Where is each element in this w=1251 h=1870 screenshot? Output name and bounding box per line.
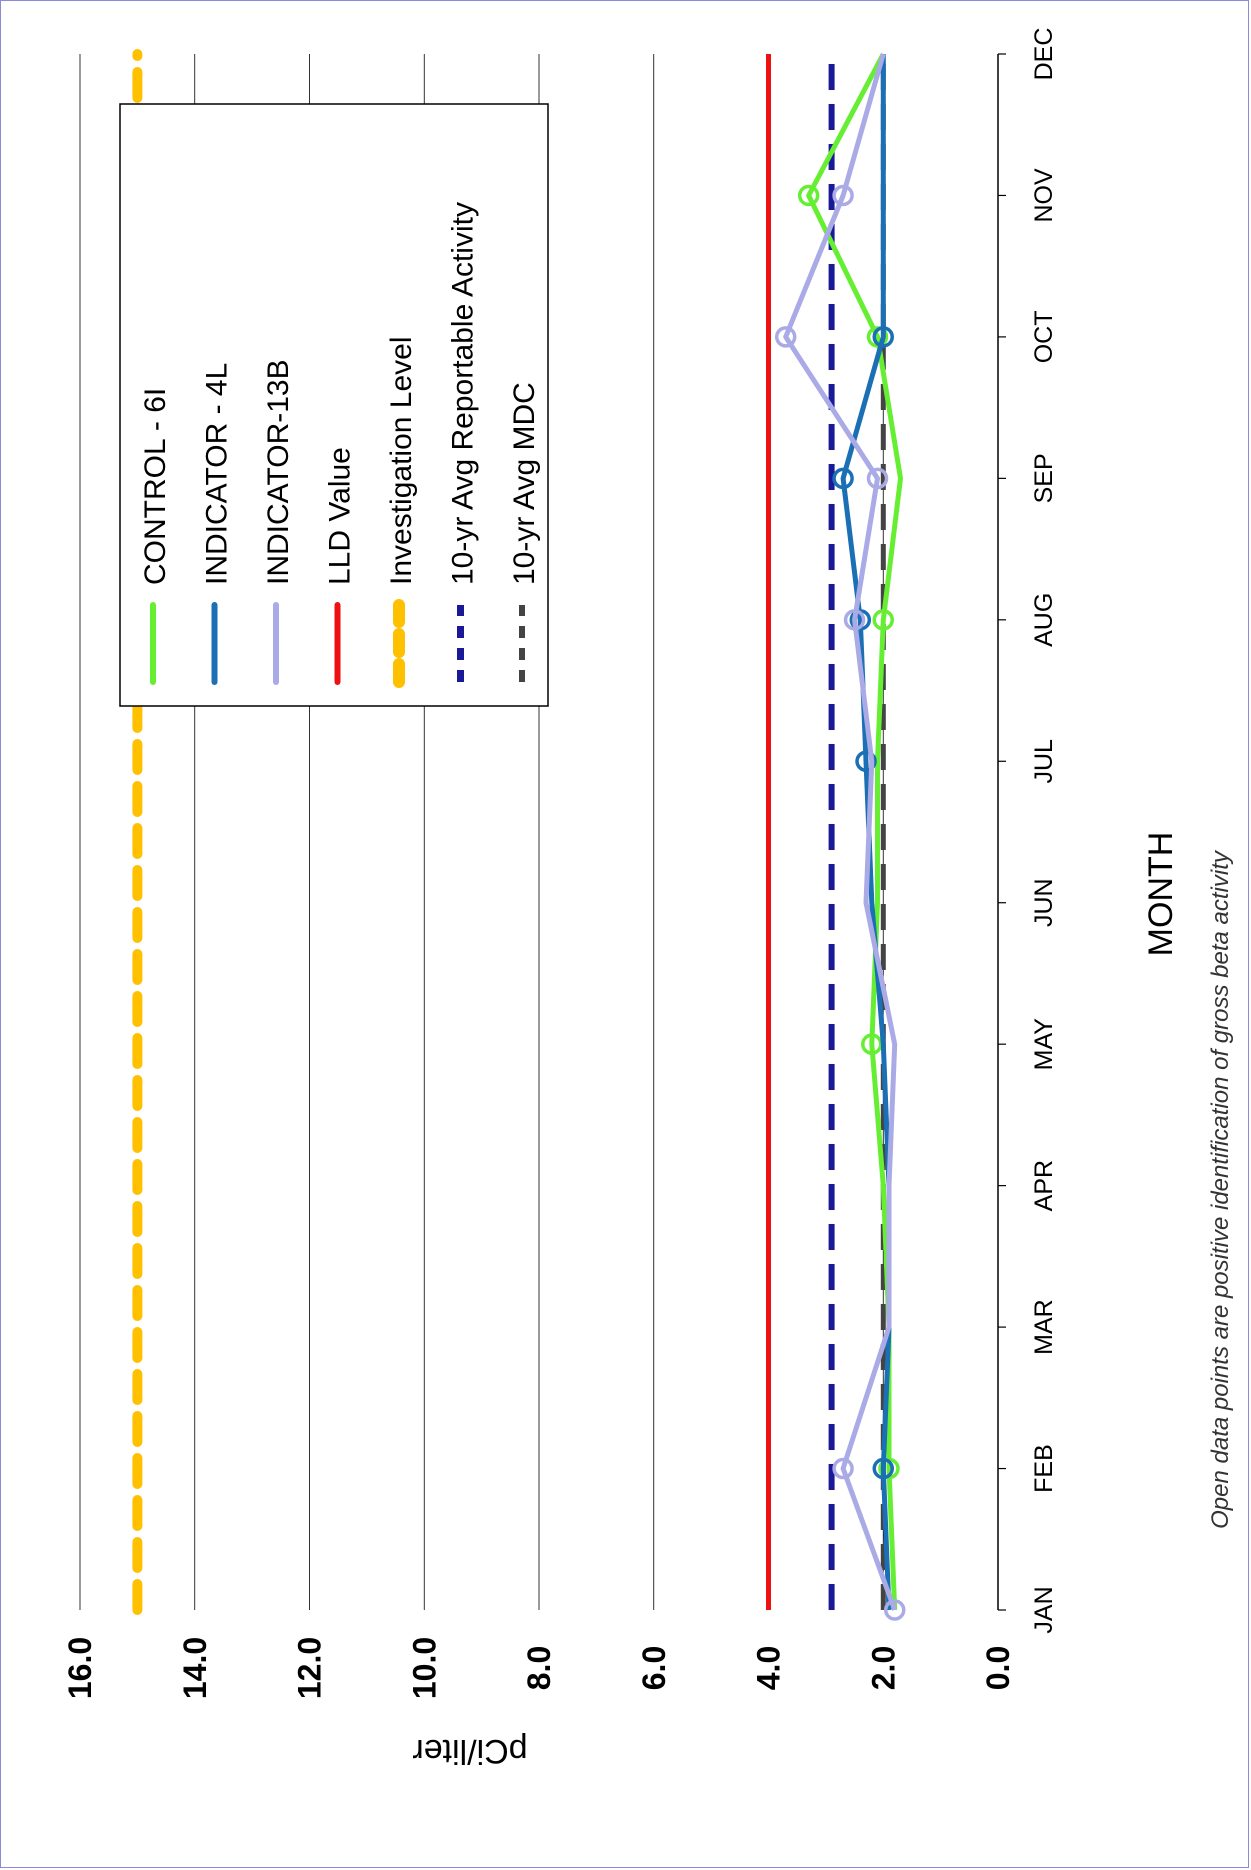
data-point-open <box>872 326 894 348</box>
y-tick-label: 4.0 <box>751 1646 787 1690</box>
x-tick-label: JAN <box>1030 1586 1058 1633</box>
x-tick-label: NOV <box>1030 168 1058 223</box>
legend-box <box>119 103 549 707</box>
x-tick-label: DEC <box>1030 28 1058 81</box>
series-line-2 <box>783 53 898 1611</box>
y-tick-label: 12.0 <box>292 1637 328 1699</box>
legend-label: CONTROL - 6I <box>139 388 172 585</box>
series-layer <box>774 52 906 1621</box>
legend-label: 10-yr Avg Reportable Activity <box>447 202 480 585</box>
y-tick-label: 16.0 <box>62 1637 98 1699</box>
y-tick-label: 2.0 <box>865 1646 901 1690</box>
data-point-open <box>866 467 889 490</box>
legend-label: Investigation Level <box>385 337 418 586</box>
y-tick-label: 10.0 <box>406 1637 442 1699</box>
data-point-open <box>872 1457 894 1480</box>
data-point-open <box>797 184 820 207</box>
y-tick-label: 14.0 <box>177 1637 213 1699</box>
x-axis-title: MONTH <box>1142 832 1180 957</box>
data-point-open <box>774 326 797 348</box>
data-point-open <box>832 467 854 490</box>
footnote: Open data points are positive identifica… <box>1207 849 1234 1529</box>
x-tick-label: MAY <box>1030 1018 1058 1071</box>
y-tick-label: 0.0 <box>980 1646 1016 1690</box>
data-point-open <box>832 1457 854 1480</box>
x-tick-label: APR <box>1030 1160 1058 1211</box>
y-tick-label: 6.0 <box>636 1646 672 1690</box>
legend-label: INDICATOR - 4L <box>201 363 234 585</box>
x-tick-label: JUL <box>1030 739 1058 784</box>
legend-label: INDICATOR-13B <box>262 359 295 585</box>
axis-layer: 0.0 2.0 4.0 6.0 8.0 10.0 12.0 14.0 16.0 JAN FEB MAR… <box>62 28 1058 1700</box>
legend-label: LLD Value <box>324 447 357 585</box>
x-tick-label: FEB <box>1030 1444 1058 1493</box>
x-tick-label: AUG <box>1030 593 1058 647</box>
data-point-open <box>843 609 866 631</box>
x-tick-label: MAR <box>1030 1299 1058 1355</box>
data-point-open <box>872 609 894 631</box>
y-tick-label: 8.0 <box>521 1646 557 1690</box>
legend-label: 10-yr Avg MDC <box>508 382 541 585</box>
y-axis-title: pCi/liter <box>412 1732 527 1770</box>
x-tick-label: OCT <box>1030 311 1058 364</box>
x-tick-label: JUN <box>1030 878 1058 927</box>
data-point-open <box>855 750 877 773</box>
data-point-open <box>832 184 854 207</box>
x-tick-label: SEP <box>1030 453 1058 503</box>
data-point-open <box>883 1599 906 1621</box>
legend: CONTROL - 6I INDICATOR - 4L INDICATOR-13B L… <box>119 103 549 707</box>
data-point-open <box>861 1033 883 1055</box>
